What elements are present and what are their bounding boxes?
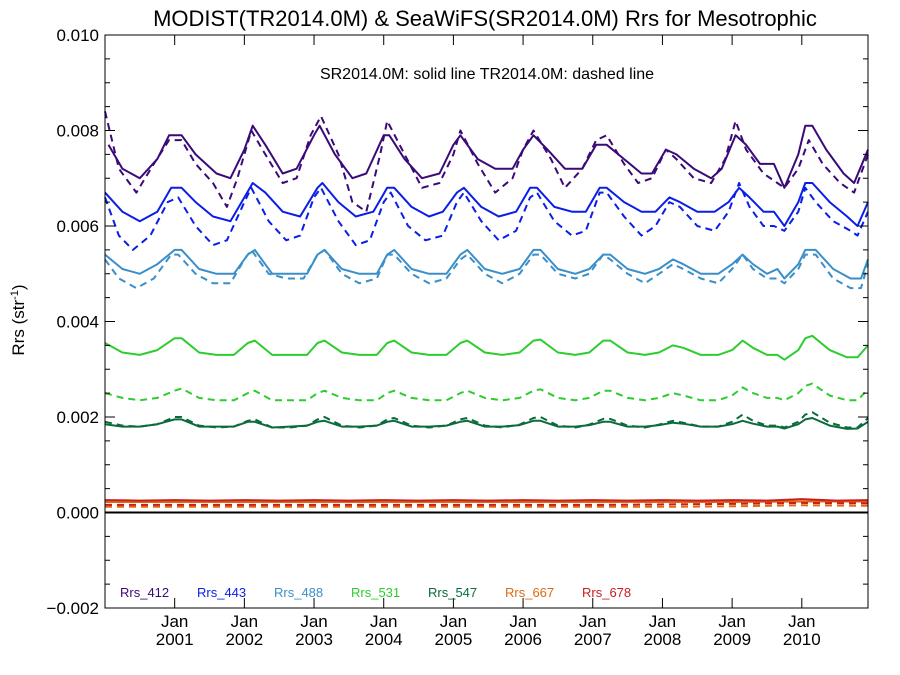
series-rrs-488-dashed [104, 248, 869, 290]
x-tick-year-label: 2004 [365, 630, 403, 649]
legend-item-rrs-443: Rrs_443 [197, 585, 246, 600]
y-tick-label: 0.006 [56, 217, 99, 236]
y-tick-label: 0.000 [56, 504, 99, 523]
y-axis-label-close: ) [9, 284, 28, 290]
legend: Rrs_412 Rrs_443 Rrs_488 Rrs_531 Rrs_547 Rrs_6… [120, 585, 631, 600]
x-tick-month-label: Jan [370, 612, 397, 631]
chart-title: MODIST(TR2014.0M) & SeaWiFS(SR2014.0M) R… [153, 6, 817, 31]
series-rrs-488-solid [104, 248, 869, 280]
x-tick-year-label: 2010 [783, 630, 821, 649]
series-rrs-678-solid [104, 498, 869, 502]
legend-item-rrs-547: Rrs_547 [428, 585, 477, 600]
x-tick-month-label: Jan [788, 612, 815, 631]
y-tick-label: −0.002 [47, 599, 99, 618]
x-tick-month-label: Jan [509, 612, 536, 631]
y-axis-label: Rrs (str-1) [9, 284, 28, 355]
x-tick-year-label: 2005 [434, 630, 472, 649]
y-axis-label-superscript: -1 [9, 290, 21, 300]
y-tick-label: 0.008 [56, 122, 99, 141]
series-rrs-667-dashed [105, 504, 869, 508]
series-rrs-412-dashed [104, 111, 869, 213]
x-tick-month-label: Jan [718, 612, 745, 631]
series-rrs-531-solid [104, 334, 869, 361]
x-tick-month-label: Jan [440, 612, 467, 631]
y-axis-label-text: Rrs (str [9, 300, 28, 356]
legend-item-rrs-412: Rrs_412 [120, 585, 169, 600]
x-tick-month-label: Jan [579, 612, 606, 631]
legend-item-rrs-488: Rrs_488 [274, 585, 323, 600]
y-tick-label: 0.010 [56, 26, 99, 45]
x-tick-year-label: 2008 [644, 630, 682, 649]
x-tick-year-label: 2006 [504, 630, 542, 649]
series-rrs-678-dashed [105, 501, 869, 506]
series-rrs-547-dashed [104, 411, 869, 429]
x-tick-year-label: 2007 [574, 630, 612, 649]
axes: −0.0020.0000.0020.0040.0060.0080.010Jan2… [47, 26, 869, 649]
series-rrs-443-dashed [104, 182, 869, 251]
x-tick-month-label: Jan [161, 612, 188, 631]
x-tick-year-label: 2009 [713, 630, 751, 649]
x-tick-month-label: Jan [300, 612, 327, 631]
series-rrs-531-dashed [104, 382, 869, 402]
legend-item-rrs-678: Rrs_678 [582, 585, 631, 600]
plot-area [104, 111, 869, 514]
x-tick-year-label: 2002 [225, 630, 263, 649]
y-tick-label: 0.002 [56, 408, 99, 427]
series-rrs-412-solid [107, 124, 869, 189]
series-rrs-443-solid [104, 182, 869, 227]
x-tick-month-label: Jan [231, 612, 258, 631]
legend-item-rrs-531: Rrs_531 [351, 585, 400, 600]
x-tick-month-label: Jan [649, 612, 676, 631]
y-tick-label: 0.004 [56, 313, 99, 332]
legend-item-rrs-667: Rrs_667 [505, 585, 554, 600]
x-tick-year-label: 2003 [295, 630, 333, 649]
plot-frame [104, 34, 869, 609]
series-rrs-547-solid [104, 417, 869, 430]
x-tick-year-label: 2001 [156, 630, 194, 649]
line-style-note: SR2014.0M: solid line TR2014.0M: dashed … [320, 66, 654, 83]
series-rrs-667-solid [105, 500, 868, 503]
